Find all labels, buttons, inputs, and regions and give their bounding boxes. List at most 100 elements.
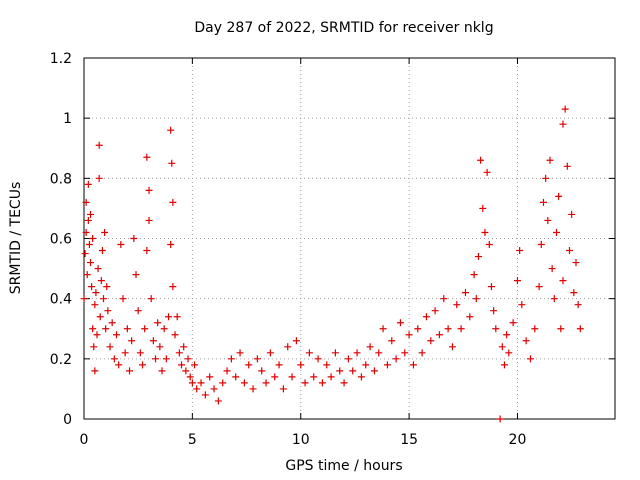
data-point xyxy=(297,361,305,369)
x-tick-label: 0 xyxy=(80,432,89,448)
data-point xyxy=(570,289,578,297)
data-point xyxy=(340,379,348,387)
data-point xyxy=(544,216,552,224)
data-point xyxy=(115,361,123,369)
data-point xyxy=(305,349,313,357)
data-point xyxy=(80,295,88,303)
data-point xyxy=(405,331,413,339)
data-point xyxy=(169,283,177,291)
data-point xyxy=(214,397,222,405)
data-point xyxy=(121,349,129,357)
data-point xyxy=(576,325,584,333)
data-point xyxy=(136,349,144,357)
data-point xyxy=(82,228,90,236)
data-point xyxy=(113,331,121,339)
data-point xyxy=(555,192,563,200)
data-point xyxy=(149,337,157,345)
data-point xyxy=(191,361,199,369)
data-point xyxy=(175,349,183,357)
data-point xyxy=(156,343,164,351)
data-point xyxy=(414,325,422,333)
data-points xyxy=(80,105,584,423)
data-point xyxy=(362,361,370,369)
data-point xyxy=(193,385,201,393)
data-point xyxy=(288,373,296,381)
data-point xyxy=(130,235,138,242)
data-point xyxy=(526,355,534,363)
chart-title: Day 287 of 2022, SRMTID for receiver nkl… xyxy=(194,20,493,36)
data-point xyxy=(422,313,430,321)
y-tick-label: 0 xyxy=(63,412,72,428)
y-tick-label: 1 xyxy=(63,111,72,127)
data-point xyxy=(227,355,235,363)
data-point xyxy=(444,325,452,333)
data-point xyxy=(102,325,110,333)
data-point xyxy=(141,325,149,333)
data-point xyxy=(559,277,567,285)
data-point xyxy=(123,325,131,333)
data-point xyxy=(483,168,491,176)
data-point xyxy=(301,379,309,387)
data-point xyxy=(572,259,580,267)
data-point xyxy=(168,159,176,167)
data-point xyxy=(167,126,175,134)
data-point xyxy=(559,120,567,128)
data-point xyxy=(89,325,97,333)
data-point xyxy=(366,343,374,351)
data-point xyxy=(95,174,103,182)
data-point xyxy=(546,156,554,164)
data-point xyxy=(396,319,404,327)
data-point xyxy=(522,337,530,345)
data-point xyxy=(266,349,274,357)
data-point xyxy=(323,361,331,369)
data-point xyxy=(145,216,153,224)
data-point xyxy=(565,247,573,255)
data-point xyxy=(481,228,489,236)
data-point xyxy=(284,343,292,351)
data-point xyxy=(537,241,545,249)
data-point xyxy=(219,379,227,387)
data-point xyxy=(101,228,109,236)
data-point xyxy=(318,379,326,387)
data-point xyxy=(88,283,96,291)
data-point xyxy=(94,265,102,273)
data-point xyxy=(427,337,435,345)
data-point xyxy=(249,385,257,393)
data-point xyxy=(245,361,253,369)
data-point xyxy=(98,247,106,255)
data-point xyxy=(375,349,383,357)
data-point xyxy=(145,186,153,194)
data-point xyxy=(492,325,500,333)
data-point xyxy=(152,355,160,363)
data-point xyxy=(457,325,465,333)
x-tick-label: 5 xyxy=(188,432,197,448)
data-point xyxy=(498,343,506,351)
data-point xyxy=(201,391,209,399)
data-point xyxy=(275,361,283,369)
data-point xyxy=(128,337,136,345)
data-point xyxy=(435,331,443,339)
x-axis-label: GPS time / hours xyxy=(285,458,402,474)
data-point xyxy=(466,313,474,321)
y-axis-label: SRMTID / TECUs xyxy=(8,182,24,295)
data-point xyxy=(574,301,582,309)
data-point xyxy=(143,247,151,255)
data-point xyxy=(388,337,396,345)
data-point xyxy=(353,349,361,357)
data-point xyxy=(188,379,196,387)
data-point xyxy=(104,307,112,315)
x-tick-label: 20 xyxy=(509,432,527,448)
data-point xyxy=(96,313,104,321)
data-point xyxy=(117,241,125,249)
data-point xyxy=(258,367,266,375)
y-tick-label: 0.8 xyxy=(50,171,72,187)
data-point xyxy=(357,373,365,381)
data-point xyxy=(154,319,162,327)
data-point xyxy=(409,361,417,369)
data-point xyxy=(539,198,547,206)
data-point xyxy=(139,361,147,369)
data-point xyxy=(97,277,105,285)
ticks: 0 0.2 0.4 0.6 0.8 1 1.2 0 5 10 15 20 xyxy=(50,51,615,448)
data-point xyxy=(83,271,91,279)
